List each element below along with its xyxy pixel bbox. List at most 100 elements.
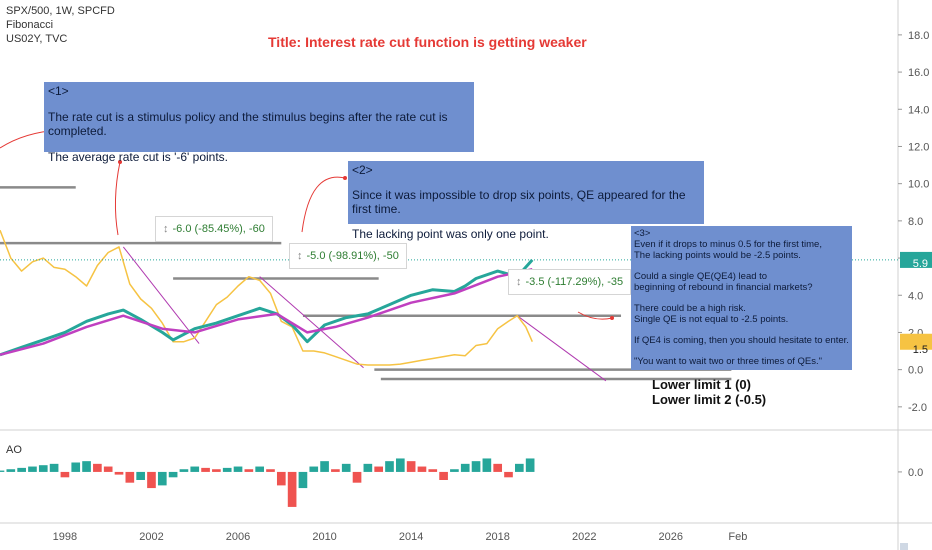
arrow-head	[118, 160, 122, 164]
trend-line	[259, 276, 364, 369]
moving-average-line	[0, 267, 533, 357]
measure-icon: ↕	[297, 250, 303, 262]
ao-bar	[504, 471, 513, 478]
note-box-1: <1> The rate cut is a stimulus policy an…	[44, 82, 474, 164]
ao-bar	[428, 469, 438, 472]
ao-axis-label: 0.0	[908, 467, 923, 479]
arrow-head	[343, 176, 347, 180]
lower-limit-1-label: Lower limit 1 (0)	[652, 377, 751, 392]
ao-bar	[190, 466, 200, 472]
ao-bar	[460, 463, 470, 472]
measurement-3[interactable]: ↕ -3.5 (-117.29%), -35	[508, 269, 632, 295]
ao-bar	[71, 462, 81, 472]
symbol-line: SPX/500, 1W, SPCFD	[6, 5, 115, 17]
note-1-heading: <1>	[48, 84, 69, 98]
ao-bar	[0, 470, 5, 472]
ao-bar	[309, 466, 319, 472]
note-box-2: <2> Since it was impossible to drop six …	[348, 161, 704, 241]
measurement-1-text: -6.0 (-85.45%), -60	[172, 223, 265, 235]
ao-bar	[93, 463, 102, 472]
ao-bar	[331, 469, 340, 472]
measurement-2-text: -5.0 (-98.91%), -50	[306, 250, 399, 262]
note-3-line-3: There could be a high risk. Single QE is…	[634, 303, 789, 325]
arrow-head	[610, 316, 614, 320]
ao-bar	[395, 458, 405, 472]
ao-bar	[60, 471, 70, 478]
ao-bar	[385, 461, 394, 472]
ao-bar	[28, 466, 37, 472]
annotation-arrow	[577, 311, 613, 320]
ao-bar	[38, 465, 48, 472]
ao-bar	[482, 458, 492, 472]
ao-bar	[406, 461, 416, 472]
ao-bar	[450, 469, 459, 472]
x-tick-label: 2014	[399, 531, 423, 543]
x-tick-label: 1998	[53, 531, 77, 543]
us02y-price-tag: 1.5	[912, 344, 928, 356]
current-price-tag-bg	[900, 251, 932, 268]
spx-line	[0, 258, 534, 357]
indicator-fibonacci: Fibonacci	[6, 19, 54, 31]
ao-bar	[157, 471, 167, 486]
y-tick-label: 0.0	[908, 365, 923, 377]
current-price-tag: 5.9	[912, 258, 928, 270]
note-1-line-2: The average rate cut is '-6' points.	[48, 150, 229, 164]
us02y-line	[0, 229, 533, 366]
ao-bar	[298, 471, 308, 489]
series-lines	[0, 229, 534, 366]
y-tick-label: 12.0	[908, 141, 929, 153]
ao-bar	[212, 469, 221, 472]
x-tick-label: 2022	[572, 531, 596, 543]
ao-bar	[136, 471, 145, 480]
annotation-arrow	[301, 176, 346, 233]
measurement-1[interactable]: ↕ -6.0 (-85.45%), -60	[155, 216, 273, 242]
trend-line	[516, 315, 607, 382]
ao-bar	[255, 466, 264, 472]
y-tick-label: 10.0	[908, 179, 929, 191]
note-box-3: <3> Even if it drops to minus 0.5 for th…	[631, 226, 852, 370]
ao-bar	[168, 471, 178, 478]
ao-bar	[266, 469, 275, 472]
ao-bar	[49, 463, 59, 472]
y-tick-label: 8.0	[908, 216, 923, 228]
ao-bar	[147, 471, 156, 489]
ao-bar	[352, 471, 362, 483]
note-3-line-1: Even if it drops to minus 0.5 for the fi…	[634, 239, 822, 261]
ao-bar	[374, 466, 384, 472]
ao-bar	[320, 461, 329, 472]
note-3-line-2: Could a single QE(QE4) lead to beginning…	[634, 271, 813, 293]
note-3-line-5: "You want to wait two or three times of …	[634, 356, 823, 367]
ao-bar	[233, 466, 243, 472]
note-3-heading: <3>	[634, 228, 651, 239]
indicator-us02y: US02Y, TVC	[6, 33, 68, 45]
ao-bar	[514, 463, 524, 472]
y-tick-label: 4.0	[908, 290, 923, 302]
lower-limit-2-label: Lower limit 2 (-0.5)	[652, 392, 767, 407]
trend-lines	[122, 246, 607, 382]
measurement-2[interactable]: ↕ -5.0 (-98.91%), -50	[289, 243, 407, 269]
ao-bar	[201, 467, 210, 472]
measurement-3-text: -3.5 (-117.29%), -35	[525, 276, 624, 288]
ao-bar	[417, 466, 427, 472]
ao-bar	[493, 463, 503, 472]
x-tick-label: 2006	[226, 531, 250, 543]
chart-title: Title: Interest rate cut function is get…	[268, 34, 587, 50]
y-tick-label: 18.0	[908, 30, 929, 42]
ao-bar	[17, 467, 26, 472]
y-tick-label: 16.0	[908, 67, 929, 79]
ao-bar	[525, 458, 535, 472]
ao-bar	[6, 469, 16, 472]
ao-bar	[439, 471, 448, 480]
us02y-price-tag-bg	[900, 333, 932, 350]
note-1-line-1: The rate cut is a stimulus policy and th…	[48, 110, 448, 138]
ao-label: AO	[6, 444, 22, 456]
annotation-arrow	[114, 161, 121, 236]
note-2-line-2: The lacking point was only one point.	[352, 227, 549, 241]
ao-bar	[244, 469, 254, 472]
x-tick-label: Feb	[728, 531, 747, 543]
ao-histogram	[0, 458, 535, 507]
trend-line	[122, 246, 200, 344]
ao-bar	[471, 461, 481, 472]
